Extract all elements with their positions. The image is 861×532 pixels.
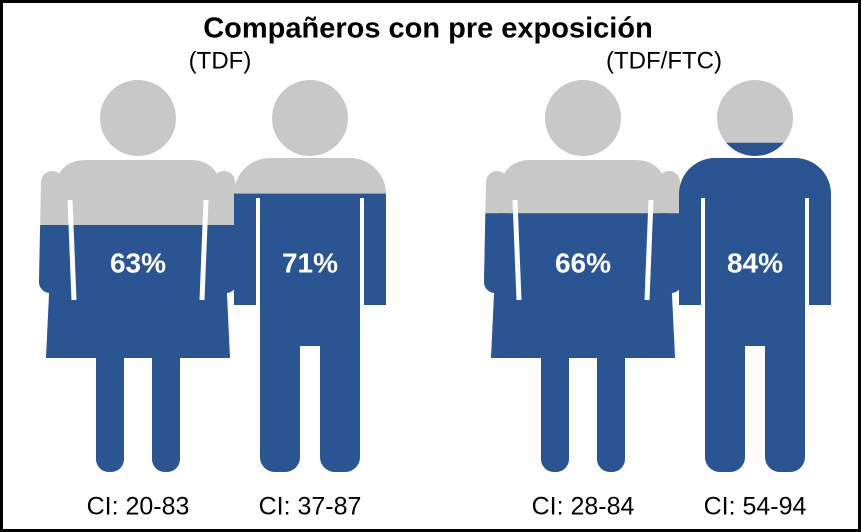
chart-title: Compañeros con pre exposición xyxy=(203,13,653,45)
torso xyxy=(46,225,230,358)
gap xyxy=(644,199,654,301)
head xyxy=(272,80,348,156)
leg xyxy=(541,340,569,472)
value-label: 84% xyxy=(727,247,783,278)
group-label: (TDF/FTC) xyxy=(606,47,722,74)
gap xyxy=(67,199,77,301)
value-label: 66% xyxy=(555,247,611,278)
gap xyxy=(230,305,256,355)
figure-fill xyxy=(679,142,831,472)
figure: 71% CI: 37-87 xyxy=(230,80,390,521)
head xyxy=(100,80,176,156)
value-label: 71% xyxy=(282,247,338,278)
ci-label: CI: 54-94 xyxy=(704,493,807,521)
gap xyxy=(809,305,835,355)
figure: 63% CI: 20-83 xyxy=(18,80,258,521)
arm xyxy=(213,225,237,293)
leg xyxy=(260,320,300,472)
value-label: 63% xyxy=(110,247,166,278)
gap xyxy=(580,358,586,478)
leg xyxy=(597,340,625,472)
gap xyxy=(364,305,390,355)
figure-fill xyxy=(234,193,386,472)
arm xyxy=(484,213,508,293)
head xyxy=(717,80,793,156)
gap xyxy=(745,346,765,476)
group-label: (TDF) xyxy=(189,47,252,74)
arm xyxy=(39,225,63,293)
figure: 84% CI: 54-94 xyxy=(675,80,835,521)
arm xyxy=(658,213,682,293)
gap xyxy=(805,198,809,358)
gap xyxy=(300,346,320,476)
torso xyxy=(491,213,675,358)
gap xyxy=(256,198,260,358)
leg xyxy=(96,340,124,472)
head xyxy=(545,80,621,156)
leg xyxy=(765,320,805,472)
gap xyxy=(701,198,705,358)
figure-fill xyxy=(484,213,682,472)
gap xyxy=(360,198,364,358)
gap xyxy=(512,199,522,301)
torso xyxy=(679,158,831,348)
gap xyxy=(18,296,46,366)
leg xyxy=(320,320,360,472)
leg xyxy=(705,320,745,472)
ci-label: CI: 28-84 xyxy=(532,493,635,521)
head xyxy=(726,142,784,156)
gap xyxy=(135,358,141,478)
ci-label: CI: 20-83 xyxy=(87,493,190,521)
torso xyxy=(234,193,386,348)
gap xyxy=(675,305,701,355)
leg xyxy=(152,340,180,472)
gap xyxy=(463,296,491,366)
gap xyxy=(199,199,209,301)
figure-fill xyxy=(39,225,237,472)
ci-label: CI: 37-87 xyxy=(259,493,362,521)
figure: 66% CI: 28-84 xyxy=(463,80,703,521)
